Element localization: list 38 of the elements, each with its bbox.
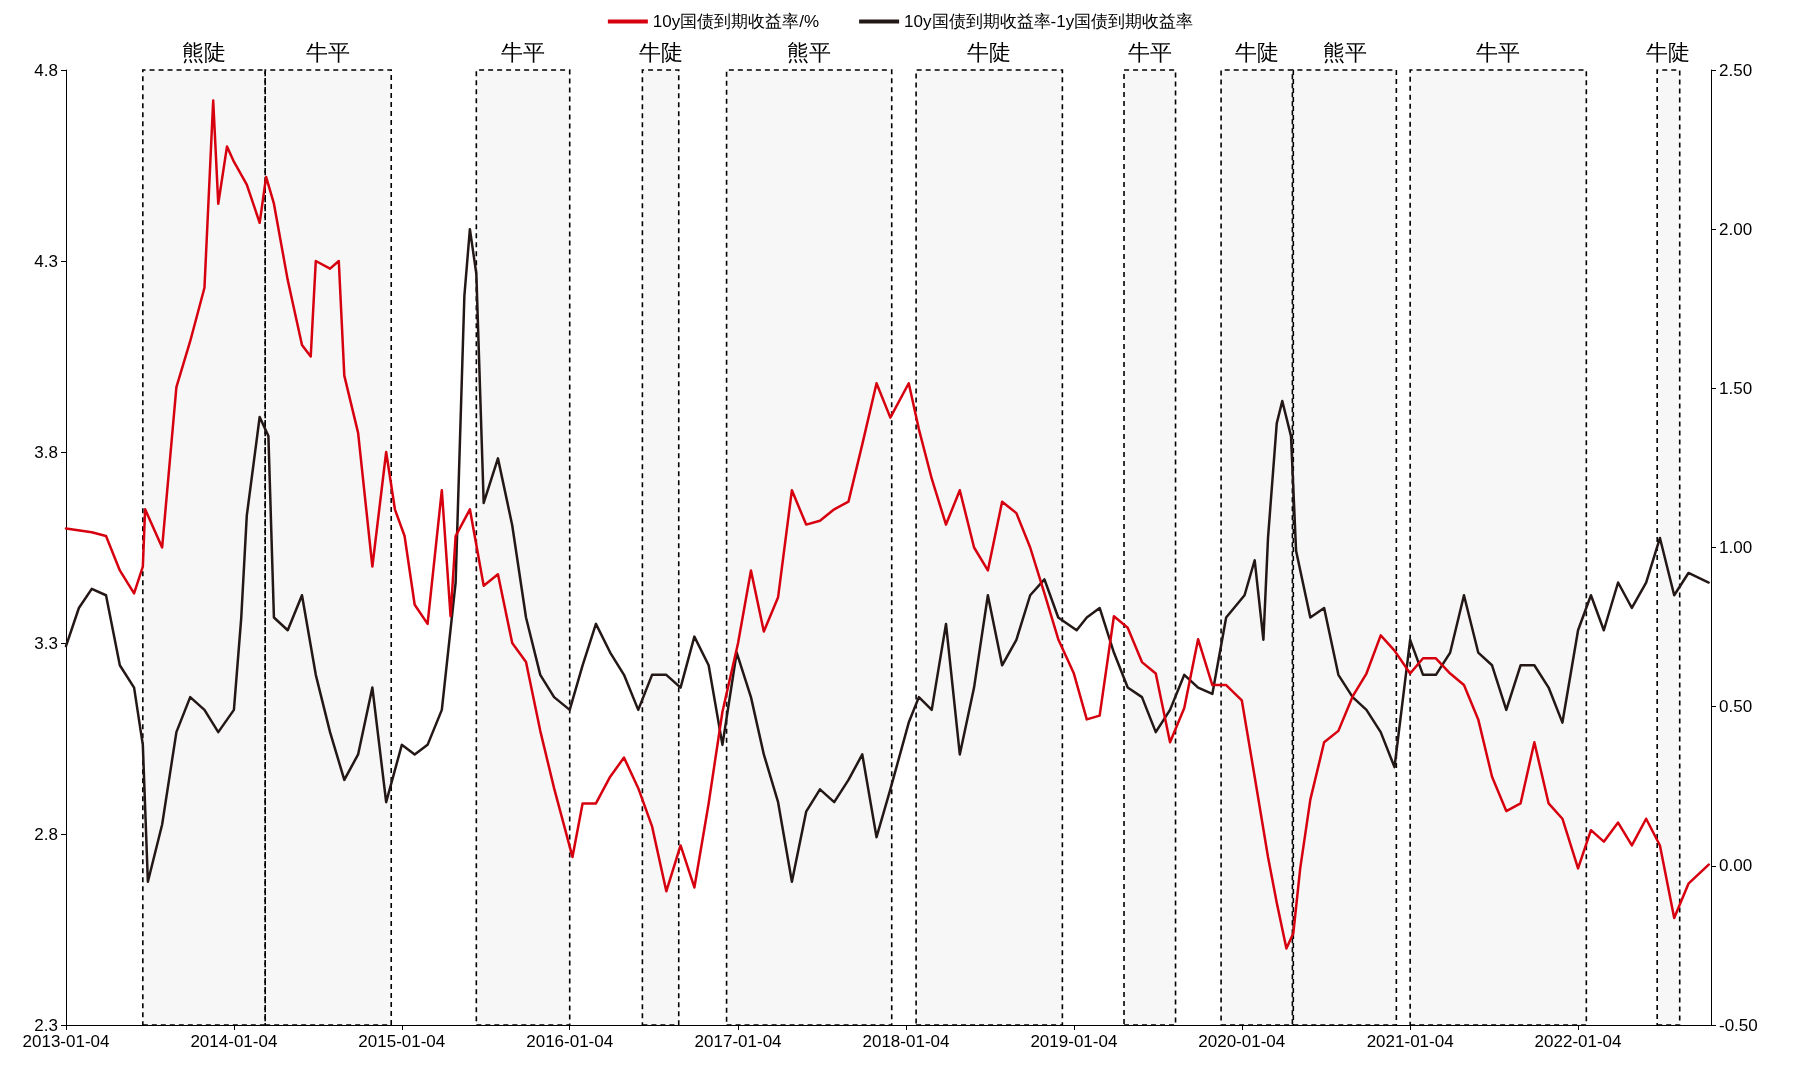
y2-tick-label: 2.50 [1719, 60, 1753, 80]
y-tick-label: 3.8 [34, 442, 58, 462]
x-tick-label: 2020-01-04 [1198, 1032, 1286, 1051]
y-tick-label: 2.8 [34, 824, 58, 844]
band-label: 熊陡 [182, 39, 226, 65]
y2-tick-label: -0.50 [1719, 1015, 1758, 1035]
band-label: 熊平 [787, 39, 832, 65]
x-tick-label: 2019-01-04 [1030, 1032, 1118, 1051]
band-label: 牛陡 [967, 39, 1012, 65]
band-label: 牛陡 [638, 39, 683, 65]
x-tick-label: 2014-01-04 [190, 1032, 278, 1051]
band-label: 熊平 [1322, 39, 1367, 65]
y-tick-label: 4.3 [34, 251, 58, 271]
y2-tick-label: 0.00 [1719, 856, 1753, 876]
band-label: 牛平 [306, 39, 351, 65]
line-series [64, 227, 1710, 883]
y-tick-label: 2.3 [34, 1015, 58, 1035]
legend-label: 10y国债到期收益率/% [652, 12, 820, 31]
x-tick-label: 2013-01-04 [22, 1032, 110, 1051]
legend-label: 10y国债到期收益率-1y国债到期收益率 [904, 12, 1194, 31]
x-tick-label: 2021-01-04 [1366, 1032, 1454, 1051]
x-tick-label: 2018-01-04 [862, 1032, 950, 1051]
y2-tick-label: 1.50 [1719, 378, 1753, 398]
y2-tick-label: 1.00 [1719, 538, 1753, 557]
y2-tick-label: 2.00 [1719, 219, 1753, 239]
x-tick-label: 2017-01-04 [694, 1032, 782, 1051]
x-tick-label: 2016-01-04 [526, 1032, 614, 1051]
x-tick-label: 2015-01-04 [358, 1032, 446, 1051]
band-label: 牛陡 [1234, 39, 1279, 65]
band-label: 牛平 [1127, 39, 1172, 65]
band-label: 牛平 [1476, 39, 1521, 65]
x-tick-label: 2022-01-04 [1534, 1032, 1622, 1051]
y-tick-label: 3.3 [34, 633, 58, 653]
y-tick-label: 4.8 [34, 60, 58, 80]
band-label: 牛陡 [1646, 39, 1691, 65]
band-label: 牛平 [501, 39, 546, 65]
line-series [64, 99, 1710, 950]
y2-tick-label: 0.50 [1719, 697, 1753, 717]
